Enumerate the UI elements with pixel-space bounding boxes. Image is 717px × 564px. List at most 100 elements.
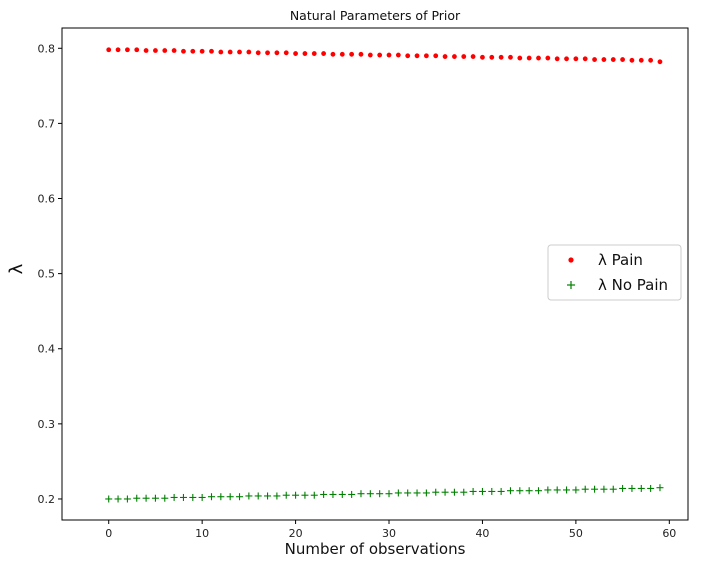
lambda-no-pain-point — [161, 494, 169, 502]
lambda-no-pain-point — [273, 492, 281, 500]
lambda-no-pain-point — [394, 489, 402, 497]
lambda-pain-point — [610, 57, 616, 62]
lambda-no-pain-point — [338, 490, 346, 498]
lambda-pain-point — [526, 55, 532, 61]
lambda-pain-point — [218, 49, 224, 55]
lambda-pain-point — [498, 54, 504, 60]
lambda-pain-point — [181, 48, 186, 54]
lambda-no-pain-point — [469, 487, 477, 495]
lambda-pain-point — [190, 48, 196, 54]
lambda-no-pain-point — [600, 485, 608, 493]
lambda-pain-point — [489, 54, 495, 60]
lambda-pain-point — [638, 57, 644, 63]
y-axis: 0.2 0.3 0.4 0.5 0.6 0.7 0.8 — [38, 42, 62, 506]
lambda-pain-point — [265, 50, 270, 56]
series-lambda-pain — [106, 47, 663, 65]
lambda-pain-point — [162, 48, 168, 53]
lambda-no-pain-point — [310, 491, 318, 499]
y-axis-label: λ — [6, 263, 27, 274]
y-tick-label: 0.2 — [38, 493, 56, 506]
lambda-no-pain-point — [553, 486, 561, 494]
lambda-no-pain-point — [544, 486, 552, 494]
lambda-pain-point — [311, 51, 317, 56]
x-tick-label: 20 — [289, 527, 303, 540]
lambda-pain-point — [106, 47, 112, 53]
x-axis: 0 10 20 30 40 50 60 — [105, 520, 676, 540]
lambda-pain-point — [274, 50, 280, 56]
lambda-no-pain-point — [301, 491, 309, 499]
legend-marker-lambda-no-pain — [567, 281, 575, 289]
series-lambda-no-pain — [105, 484, 664, 503]
lambda-no-pain-point — [478, 487, 486, 495]
x-axis-label: Number of observations — [285, 540, 466, 558]
lambda-pain-point — [508, 54, 513, 60]
lambda-no-pain-point — [572, 486, 580, 494]
lambda-pain-point — [620, 57, 625, 62]
lambda-pain-point — [255, 50, 261, 56]
lambda-no-pain-point — [581, 485, 589, 493]
lambda-pain-point — [293, 51, 298, 56]
lambda-no-pain-point — [245, 492, 253, 500]
lambda-pain-point — [283, 50, 289, 56]
x-tick-label: 10 — [195, 527, 209, 540]
lambda-pain-point — [461, 54, 467, 59]
lambda-no-pain-point — [366, 490, 374, 498]
lambda-no-pain-point — [348, 490, 356, 498]
lambda-no-pain-point — [656, 484, 664, 492]
lambda-no-pain-point — [236, 493, 244, 501]
lambda-no-pain-point — [563, 486, 571, 494]
lambda-no-pain-point — [441, 488, 449, 496]
legend-marker-lambda-pain — [568, 257, 574, 263]
lambda-pain-point — [657, 59, 663, 65]
lambda-no-pain-point — [413, 489, 421, 497]
lambda-no-pain-point — [170, 493, 178, 501]
y-tick-label: 0.3 — [38, 418, 56, 431]
lambda-pain-point — [134, 47, 140, 53]
lambda-pain-point — [592, 57, 597, 62]
lambda-no-pain-point — [189, 493, 197, 501]
lambda-pain-point — [470, 54, 476, 59]
lambda-no-pain-point — [535, 487, 543, 495]
lambda-no-pain-point — [105, 495, 113, 503]
lambda-no-pain-point — [151, 494, 159, 502]
lambda-pain-point — [395, 52, 401, 58]
lambda-pain-point — [405, 53, 411, 59]
lambda-no-pain-point — [254, 492, 262, 500]
lambda-pain-point — [125, 47, 130, 53]
lambda-pain-point — [321, 51, 327, 56]
lambda-pain-point — [601, 57, 607, 62]
lambda-no-pain-point — [619, 484, 627, 492]
lambda-no-pain-point — [422, 489, 430, 497]
lambda-no-pain-point — [488, 487, 496, 495]
lambda-pain-point — [414, 53, 420, 59]
lambda-no-pain-point — [179, 493, 187, 501]
lambda-pain-point — [246, 49, 252, 55]
lambda-no-pain-point — [432, 488, 440, 496]
y-tick-label: 0.7 — [38, 117, 56, 130]
lambda-pain-point — [339, 51, 345, 57]
lambda-pain-point — [199, 48, 205, 54]
lambda-no-pain-point — [226, 493, 234, 501]
lambda-pain-point — [302, 51, 308, 56]
legend-label-lambda-no-pain: λ No Pain — [598, 276, 668, 294]
lambda-pain-point — [367, 52, 373, 58]
legend-label-lambda-pain: λ Pain — [598, 251, 643, 269]
lambda-pain-point — [582, 56, 588, 62]
lambda-pain-point — [648, 57, 654, 63]
lambda-no-pain-point — [525, 487, 533, 495]
lambda-no-pain-point — [628, 484, 636, 492]
lambda-no-pain-point — [376, 490, 384, 498]
lambda-no-pain-point — [114, 495, 122, 503]
lambda-no-pain-point — [198, 493, 206, 501]
lambda-no-pain-point — [217, 493, 225, 501]
lambda-no-pain-point — [264, 492, 272, 500]
lambda-pain-point — [517, 55, 523, 61]
lambda-pain-point — [115, 47, 121, 53]
lambda-pain-point — [358, 51, 364, 57]
lambda-pain-point — [554, 56, 560, 62]
lambda-no-pain-point — [647, 484, 655, 492]
x-tick-label: 40 — [475, 527, 489, 540]
lambda-no-pain-point — [450, 488, 458, 496]
lambda-pain-point — [209, 48, 214, 54]
